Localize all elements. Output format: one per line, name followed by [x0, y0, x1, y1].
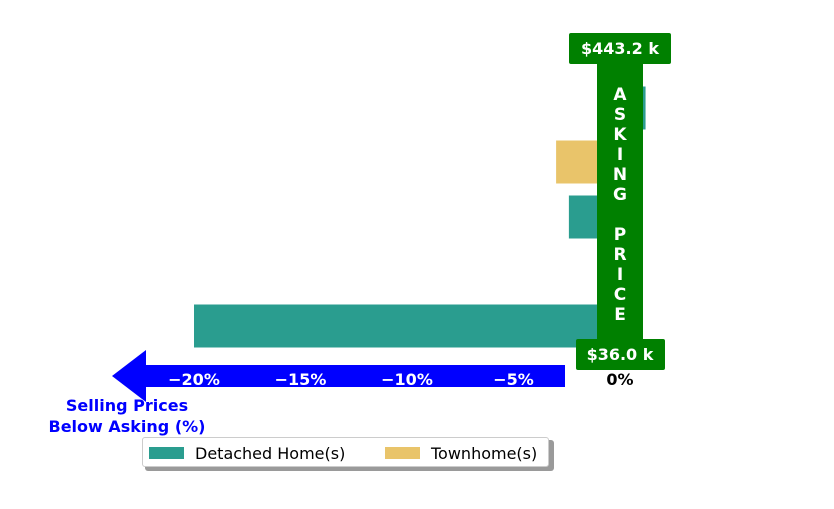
x-axis-label-line: Selling Prices [66, 396, 188, 415]
x-axis-label-line: Below Asking (%) [49, 417, 206, 436]
asking-price-letter: A [613, 85, 627, 105]
asking-price-top-box [569, 33, 671, 64]
legend: Detached Home(s) Townhome(s) [142, 437, 549, 467]
asking-price-letter: I [617, 265, 623, 285]
bar-detached-5 [194, 304, 620, 348]
x-axis-label: Selling Prices Below Asking (%) [49, 396, 206, 436]
x-tick-label: 0% [606, 370, 633, 389]
asking-price-letter: E [614, 305, 626, 325]
asking-price-letter: N [613, 165, 627, 185]
asking-price-letter: I [617, 145, 623, 165]
arrow-shaft [145, 365, 565, 387]
x-tick-labels: −20% −15% −10% −5% 0% [168, 370, 633, 389]
legend-swatch-detached [149, 447, 184, 459]
asking-price-letter: S [614, 105, 626, 125]
asking-price-letter: C [614, 285, 626, 305]
asking-price-letter: G [613, 185, 627, 205]
x-tick-label: −10% [381, 370, 433, 389]
arrow-head [112, 350, 146, 402]
legend-item-townhome: Townhome(s) [385, 438, 537, 468]
legend-swatch-townhome [385, 447, 420, 459]
legend-item-detached: Detached Home(s) [149, 438, 345, 468]
asking-price-top-label: $443.2 k [581, 39, 659, 58]
legend-label-townhome: Townhome(s) [431, 443, 538, 463]
asking-price-bottom-box [576, 339, 665, 370]
x-tick-label: −20% [168, 370, 220, 389]
asking-price-bottom-label: $36.0 k [587, 345, 654, 364]
asking-price-letter: P [614, 225, 626, 245]
x-tick-label: −15% [275, 370, 327, 389]
x-tick-label: −5% [493, 370, 534, 389]
bars-group [194, 86, 646, 348]
asking-price-letter: R [613, 245, 626, 265]
legend-label-detached: Detached Home(s) [195, 443, 346, 463]
asking-price-band [597, 60, 643, 350]
axis-arrow [112, 350, 565, 402]
asking-price-letter: K [613, 125, 627, 145]
